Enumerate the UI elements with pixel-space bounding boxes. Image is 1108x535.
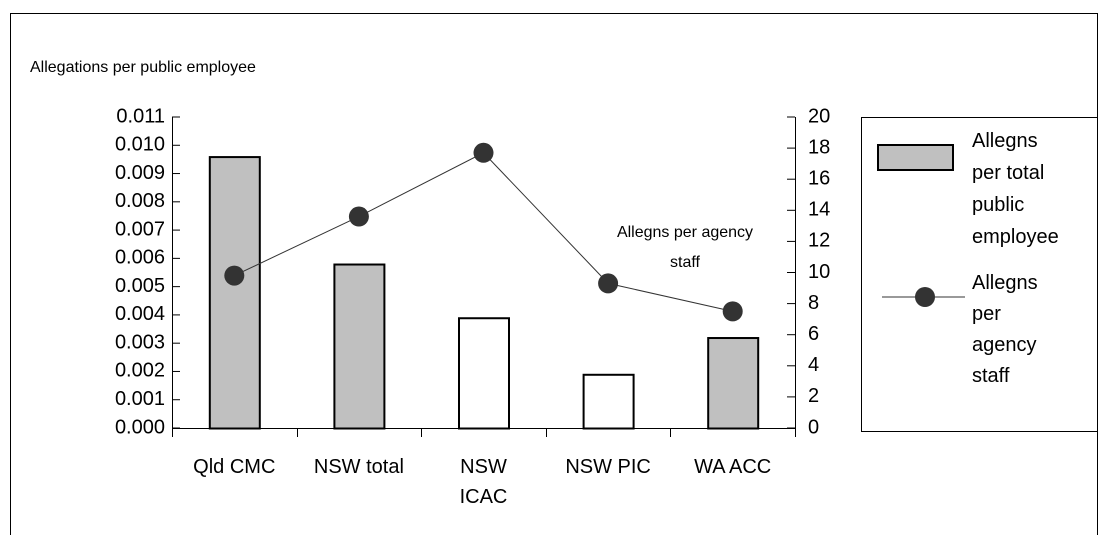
y2-tick-label: 10	[808, 261, 830, 283]
bar	[582, 373, 635, 430]
y-tick-label: 0.000	[115, 416, 165, 438]
y2-tick-label: 16	[808, 167, 830, 189]
y-tick-label: 0.001	[115, 388, 165, 410]
x-tick-label: NSW PIC	[565, 456, 651, 478]
y2-tick-label: 0	[808, 416, 819, 438]
line-marker	[473, 142, 494, 163]
x-tick-label: WA ACC	[694, 456, 772, 478]
legend-marker	[915, 287, 935, 307]
y-tick-label: 0.003	[115, 331, 165, 353]
y2-tick-label: 14	[808, 199, 830, 221]
legend-swatch	[877, 144, 954, 171]
line-marker	[722, 301, 743, 322]
bar	[458, 317, 510, 430]
y-tick-label: 0.008	[115, 190, 165, 212]
x-tick-label: Qld CMC	[193, 456, 276, 478]
y-axis-label: Allegations per public employee	[30, 59, 256, 76]
y-tick-label: 0.009	[115, 162, 165, 184]
y2-tick-label: 2	[808, 385, 819, 407]
y2-tick-label: 8	[808, 292, 819, 314]
bar	[707, 337, 760, 430]
legend-label: Allegns per total public employee	[972, 130, 1059, 248]
line-marker	[224, 265, 245, 286]
bar	[208, 156, 261, 430]
y2-tick-label: 12	[808, 230, 830, 252]
y-tick-label: 0.006	[115, 247, 165, 269]
line-marker	[348, 206, 369, 227]
y-tick-label: 0.007	[115, 218, 165, 240]
y2-tick-label: 20	[808, 105, 830, 127]
x-tick-label: NSW total	[313, 456, 404, 478]
x-tick-label: NSW ICAC	[459, 456, 508, 508]
y-tick-label: 0.005	[115, 275, 165, 297]
bar	[333, 263, 386, 430]
y2-tick-label: 4	[808, 354, 819, 376]
annotation: Allegns per agency staff	[616, 224, 754, 271]
y-tick-label: 0.004	[115, 303, 165, 325]
y-tick-label: 0.010	[115, 134, 165, 156]
legend-label: Allegns per agency staff	[972, 272, 1038, 387]
y2-tick-label: 18	[808, 136, 830, 158]
y2-tick-label: 6	[808, 323, 819, 345]
line-marker	[598, 273, 619, 294]
y-tick-label: 0.011	[116, 105, 165, 127]
y-tick-label: 0.002	[115, 360, 165, 382]
